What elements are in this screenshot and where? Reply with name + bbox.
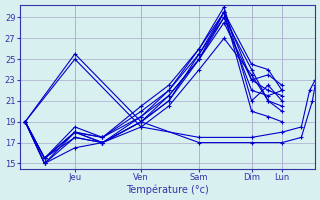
X-axis label: Température (°c): Température (°c) [126,185,209,195]
